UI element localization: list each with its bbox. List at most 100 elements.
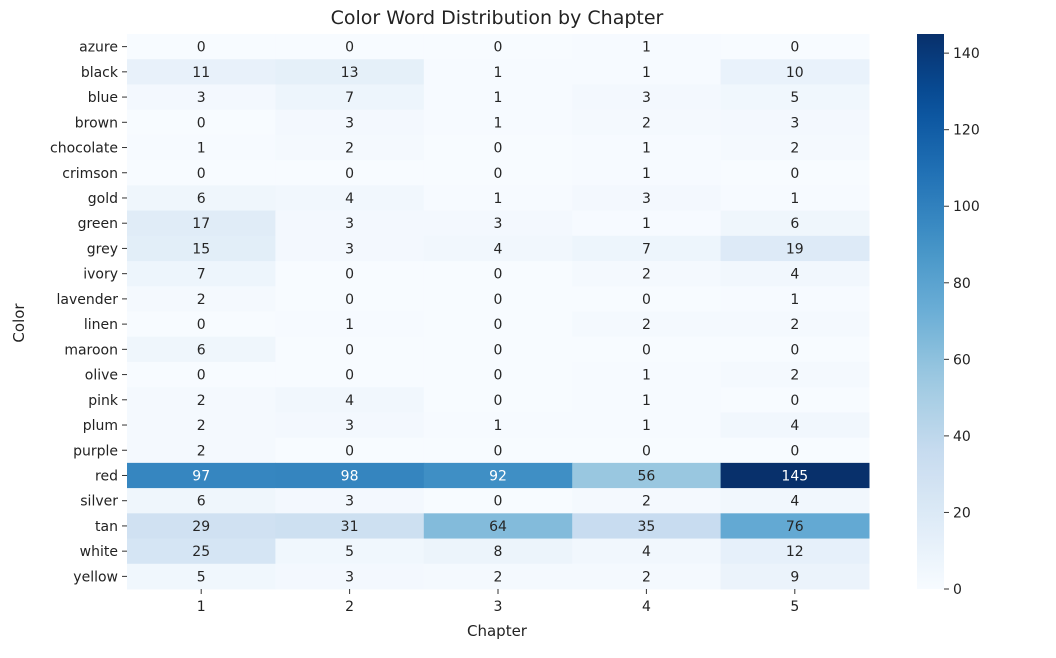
heatmap-cell <box>423 563 573 590</box>
y-tick-label: purple <box>73 443 118 459</box>
heatmap-cell <box>127 84 276 111</box>
cell-value-label: 3 <box>345 494 354 510</box>
heatmap-cell <box>720 361 870 388</box>
heatmap-cell <box>423 59 573 85</box>
heatmap-cell <box>423 261 573 287</box>
cell-value-label: 1 <box>494 115 503 131</box>
cell-value-label: 29 <box>192 519 210 535</box>
heatmap-cell <box>127 387 276 413</box>
cell-value-label: 0 <box>494 494 503 510</box>
heatmap-cell <box>572 84 722 111</box>
cell-value-label: 97 <box>192 468 210 484</box>
heatmap-cell <box>423 387 573 413</box>
heatmap-cell <box>423 513 573 540</box>
heatmap-cell <box>127 437 276 464</box>
y-tick-label: brown <box>75 115 118 131</box>
cell-value-label: 0 <box>197 115 206 131</box>
heatmap-cell <box>275 160 425 186</box>
heatmap-cell <box>275 361 425 388</box>
cell-value-label: 9 <box>790 569 799 585</box>
y-tick-labels: azure black blue brown chocolate crimson gold g… <box>50 40 127 585</box>
y-tick-label: ivory <box>83 267 118 283</box>
heatmap-cell <box>572 412 722 439</box>
heatmap-cell <box>127 488 276 514</box>
cell-value-label: 31 <box>341 519 359 535</box>
cell-value-label: 0 <box>494 40 503 56</box>
y-tick-label: tan <box>95 519 118 535</box>
heatmap-cell <box>572 488 722 514</box>
cell-value-label: 1 <box>790 191 799 207</box>
cell-value-label: 0 <box>197 166 206 182</box>
heatmap-cell <box>423 412 573 439</box>
cell-value-label: 7 <box>642 241 651 257</box>
heatmap-cell <box>275 336 425 363</box>
cell-value-label: 19 <box>786 241 804 257</box>
heatmap-cell <box>275 387 425 413</box>
y-tick-label: lavender <box>57 292 119 308</box>
x-tick-label: 1 <box>197 599 206 615</box>
cell-value-label: 12 <box>786 544 804 560</box>
y-axis-label: Color <box>10 303 28 343</box>
cell-value-label: 7 <box>345 90 354 106</box>
y-tick-label: blue <box>88 90 118 106</box>
cell-value-label: 5 <box>197 569 206 585</box>
cell-value-label: 0 <box>642 292 651 308</box>
cell-value-label: 13 <box>341 65 359 81</box>
colorbar-tick-label: 0 <box>953 582 962 598</box>
cell-value-label: 1 <box>642 65 651 81</box>
y-tick-label: grey <box>87 241 118 257</box>
heatmap-cell <box>127 311 276 338</box>
heatmap-cell <box>423 235 573 262</box>
cell-value-label: 1 <box>642 166 651 182</box>
heatmap-cell <box>423 488 573 514</box>
heatmap-cell <box>423 109 573 136</box>
heatmap-cell <box>720 412 870 439</box>
heatmap-cell <box>127 286 276 312</box>
heatmap-cell <box>423 210 573 237</box>
heatmap-cell <box>720 311 870 338</box>
heatmap-cell <box>720 235 870 262</box>
cell-value-label: 76 <box>786 519 804 535</box>
cell-value-label: 0 <box>494 166 503 182</box>
cell-value-label: 2 <box>642 494 651 510</box>
heatmap-cell <box>572 437 722 464</box>
x-tick-label: 3 <box>494 599 503 615</box>
heatmap-cell <box>127 513 276 540</box>
cell-value-label: 4 <box>790 418 799 434</box>
cell-value-label: 0 <box>494 368 503 384</box>
cell-value-label: 6 <box>790 216 799 232</box>
cell-value-label: 3 <box>345 418 354 434</box>
heatmap-cell <box>127 235 276 262</box>
heatmap-cell <box>275 513 425 540</box>
colorbar <box>917 34 944 589</box>
heatmap-cell <box>127 336 276 363</box>
cell-value-label: 10 <box>786 65 804 81</box>
cell-value-label: 0 <box>494 141 503 157</box>
cell-value-label: 3 <box>494 216 503 232</box>
cell-value-label: 2 <box>642 317 651 333</box>
y-tick-label: yellow <box>73 569 118 585</box>
cell-value-label: 2 <box>642 115 651 131</box>
cell-value-label: 56 <box>637 468 655 484</box>
heatmap-cell <box>423 84 573 111</box>
heatmap-cell <box>572 235 722 262</box>
cell-value-label: 1 <box>642 40 651 56</box>
heatmap-cell <box>572 160 722 186</box>
heatmap-cell <box>127 59 276 85</box>
cell-value-label: 0 <box>494 317 503 333</box>
heatmap-cell <box>127 34 276 60</box>
heatmap-cell <box>275 538 425 565</box>
cell-value-label: 0 <box>790 166 799 182</box>
cell-value-label: 0 <box>494 342 503 358</box>
cell-value-label: 5 <box>345 544 354 560</box>
heatmap-cell <box>423 311 573 338</box>
cell-value-label: 1 <box>494 418 503 434</box>
heatmap-cell <box>127 361 276 388</box>
cell-value-label: 1 <box>494 191 503 207</box>
cell-value-label: 6 <box>197 494 206 510</box>
heatmap-cell <box>275 134 425 161</box>
y-tick-label: crimson <box>62 166 118 182</box>
heatmap-cell <box>275 261 425 287</box>
y-tick-label: azure <box>79 40 118 56</box>
cell-value-label: 0 <box>494 267 503 283</box>
